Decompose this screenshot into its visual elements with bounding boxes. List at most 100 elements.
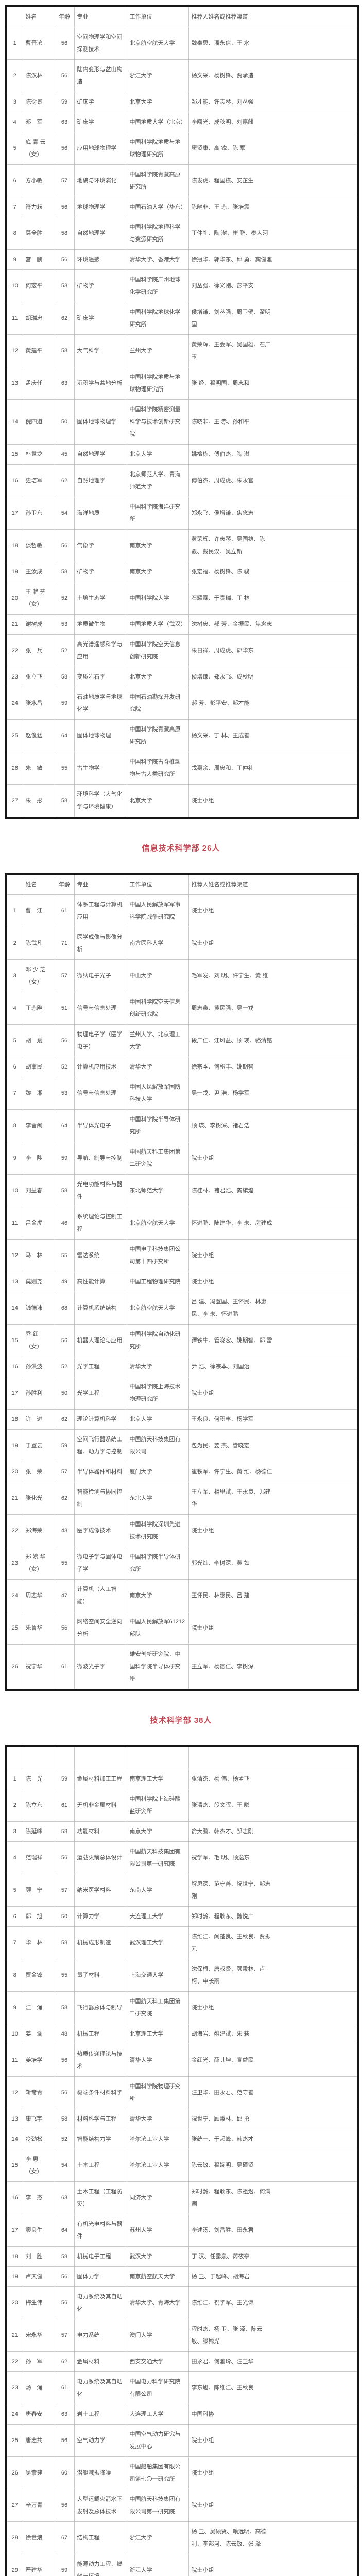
recommenders-text: 汪卫华、田永君、范守善 <box>191 2090 254 2096</box>
recommenders-text: 沈树忠、郝 芳、金振民、焦念志 <box>191 621 272 628</box>
cell-name: 葛全胜 <box>22 217 55 250</box>
cell-index: 3 <box>6 959 23 992</box>
cell-specialty: 物理电子学（医学电子） <box>74 1024 127 1057</box>
table-row: 10 何宏平 53 矿物学 中国科学院广州地球化学研究所 刘丛强、徐义刚、彭平安 <box>6 269 358 302</box>
cell-recommenders: 院士小组 <box>188 1272 358 1292</box>
cell-index: 16 <box>6 2181 23 2214</box>
header-age <box>54 1745 75 1769</box>
cell-index: 11 <box>6 1207 23 1240</box>
cell-workunit: 中国石油勘探开发研究院 <box>126 687 189 720</box>
cell-specialty: 量子材料 <box>74 1959 127 1992</box>
header-recommenders <box>188 1745 358 1769</box>
cell-age: 56 <box>54 2286 75 2319</box>
recommenders-text: 崔铁军、许宁生、黄 维、杨德仁 <box>191 1469 272 1475</box>
cell-specialty: 信号与信息处理 <box>74 1077 127 1110</box>
recommenders-text: 张清杰、段文晖、王 曦 <box>191 1802 250 1808</box>
cell-workunit: 北京大学 <box>126 444 189 465</box>
cell-recommenders: 院士小组 <box>188 1377 358 1410</box>
cell-recommenders: 程时杰、杨 卫、张 泽、陈云敏、滕锦光 <box>188 2319 358 2352</box>
cell-workunit: 武汉大学 <box>126 2246 189 2267</box>
cell-workunit: 雄安创新研究院、中国科学院半导体研究所 <box>126 1644 189 1690</box>
cell-recommenders: 尹 浩、徐宗本、刘国治 <box>188 1357 358 1377</box>
cell-age: 56 <box>54 2266 75 2287</box>
cell-workunit: 中国人民解放军军事科学院战争研究院 <box>126 894 189 927</box>
table-row: 17 孙胜利 50 光学工程 中国科学院上海技术物理研究所 院士小组 <box>6 1377 358 1410</box>
cell-workunit: 中国科学院大学 <box>126 582 189 615</box>
cell-workunit: 南京大学 <box>126 1821 189 1842</box>
cell-name: 郭 旭 <box>22 1906 55 1927</box>
cell-index: 29 <box>6 2554 23 2576</box>
cell-age: 61 <box>54 894 75 927</box>
recommenders-text: 徐宗本、何积丰、姚期智 <box>191 1064 254 1070</box>
cell-specialty: 半导体光电子 <box>74 1109 127 1142</box>
cell-name: 郑 婉 华 （女） <box>22 1547 55 1580</box>
section-title: 信息技术科学部 26人 <box>142 844 220 853</box>
cell-age: 63 <box>54 2404 75 2425</box>
cell-age: 61 <box>54 1789 75 1822</box>
cell-recommenders: 丁 汉、任露泉、芮筱亭 <box>188 2246 358 2267</box>
cell-age: 56 <box>54 2076 75 2109</box>
cell-age: 58 <box>54 1926 75 1959</box>
cell-index: 9 <box>6 1142 23 1175</box>
cell-workunit: 厦门大学 <box>126 1462 189 1482</box>
cell-name: 姜 澜 <box>22 2024 55 2044</box>
table-row: 10 姜 澜 48 机械工程 北京理工大学 胡海岩、雒建斌、朱 荻 <box>6 2024 358 2044</box>
table-row: 16 李 杰 63 土木工程（工程防灾） 同济大学 郑时龄、程耿东、陈祖煜、何满潮 <box>6 2181 358 2214</box>
table-row: 14 冷劲松 52 智能结构力学 哈尔滨工业大学 张统一、于起峰、韩杰才 <box>6 2129 358 2149</box>
cell-recommenders: 中国科协 <box>188 2404 358 2425</box>
table-row: 12 马 林 55 雷达系统 中国电子科技集团公司第十四研究所 院士小组 <box>6 1239 358 1272</box>
cell-age: 52 <box>54 634 75 667</box>
header-age: 年龄 <box>54 873 75 895</box>
cell-recommenders: 周志鑫、黄民强、吴一戎 <box>188 992 358 1025</box>
table-row: 2 陈汉林 56 陆内变形与盆山构造 浙江大学 杨文采、杨树锋、贾承造 <box>6 59 358 92</box>
cell-workunit: 中国航天科工集团第二研究院 <box>126 1142 189 1175</box>
cell-name: 冷劲松 <box>22 2129 55 2149</box>
cell-name: 胡瑞忠 <box>22 302 55 335</box>
cell-specialty: 石油地质学与地球化学 <box>74 687 127 720</box>
cell-workunit: 中国科学院物理研究所 <box>126 2076 189 2109</box>
cell-workunit: 北京大学 <box>126 667 189 687</box>
cell-recommenders: 陈桂林、褚君浩、龚旗煌 <box>188 1174 358 1207</box>
cell-index: 10 <box>6 2024 23 2044</box>
cell-name: 姜培学 <box>22 2044 55 2077</box>
cell-age: 64 <box>54 719 75 752</box>
cell-name: 莫则尧 <box>22 1272 55 1292</box>
cell-name: 康飞宇 <box>22 2109 55 2129</box>
cell-workunit: 中国船舶集团有限公司第七〇一研究所 <box>126 2456 189 2489</box>
cell-age: 53 <box>54 1077 75 1110</box>
cell-name: 朱鲁华 <box>22 1612 55 1645</box>
cell-age: 58 <box>54 667 75 687</box>
cell-name: 丁赤飚 <box>22 992 55 1025</box>
cell-recommenders: 魏奉思、潘永信、王 水 <box>188 27 358 60</box>
cell-index: 23 <box>6 667 23 687</box>
table-row: 24 周志华 47 计算机（人工智能） 南京大学 王怀民、林惠民、吕 建 <box>6 1579 358 1612</box>
table-row: 27 辛万青 56 大型运载火箭水下发射及总体技术 中国航天科技集团有限公司第一研究院院… <box>6 2489 358 2522</box>
cell-name: 邓 军 <box>22 112 55 132</box>
table-row: 23 张立飞 58 变质岩石学 北京大学 侯增谦、郑永飞、成秋明 <box>6 667 358 687</box>
cell-recommenders: 包为民、姜 杰、管晓宏 <box>188 1429 358 1462</box>
header-row: 姓名 年龄 专业 工作单位 推荐人姓名或推荐渠道 <box>6 6 358 27</box>
cell-workunit: 中国科学院自动化研究所 <box>126 1324 189 1357</box>
cell-name: 严建华 <box>22 2554 55 2576</box>
cell-recommenders: 沈树忠、郝 芳、金振民、焦念志 <box>188 614 358 635</box>
cell-name: 朱 敏 <box>22 752 55 785</box>
cell-recommenders: 汪卫华、田永君、范守善 <box>188 2076 358 2109</box>
table-row: 11 姜培学 56 热质传递理论与技术 清华大学 金红光、薛其坤、宣益民 <box>6 2044 358 2077</box>
cell-index: 26 <box>6 2456 23 2489</box>
cell-workunit: 北京大学 <box>126 92 189 112</box>
cell-name: 宫 鹏 <box>22 249 55 270</box>
cell-recommenders: 王立军、相里斌、王永良、郑建华 <box>188 1482 358 1515</box>
cell-age: 59 <box>54 687 75 720</box>
cell-recommenders: 王立军、杨德仁、李树深 <box>188 1644 358 1690</box>
table-row: 20 王 艳 芬 （女） 52 土壤生态学 中国科学院大学 石耀霖、于贵瑞、丁 林 <box>6 582 358 615</box>
cell-index: 14 <box>6 399 23 445</box>
cell-recommenders: 侯增谦、刘丛强、周卫健、翟明国 <box>188 302 358 335</box>
cell-specialty: 气象学 <box>74 529 127 562</box>
cell-workunit: 浙江大学 <box>126 59 189 92</box>
recommenders-text: 黄荣辉、王会军、吴国雄、石广玉 <box>191 342 271 360</box>
cell-age: 56 <box>54 197 75 217</box>
recommenders-text: 丁仲礼、陶 澍、崔 鹏、秦大河 <box>191 230 268 236</box>
cell-specialty: 大型运载火箭水下发射及总体技术 <box>74 2489 127 2522</box>
recommenders-text: 张宏福、杨树锋、陈 骏 <box>191 569 250 575</box>
cell-recommenders: 徐冠华、郭华东、邱 勇、龚健雅 <box>188 249 358 270</box>
